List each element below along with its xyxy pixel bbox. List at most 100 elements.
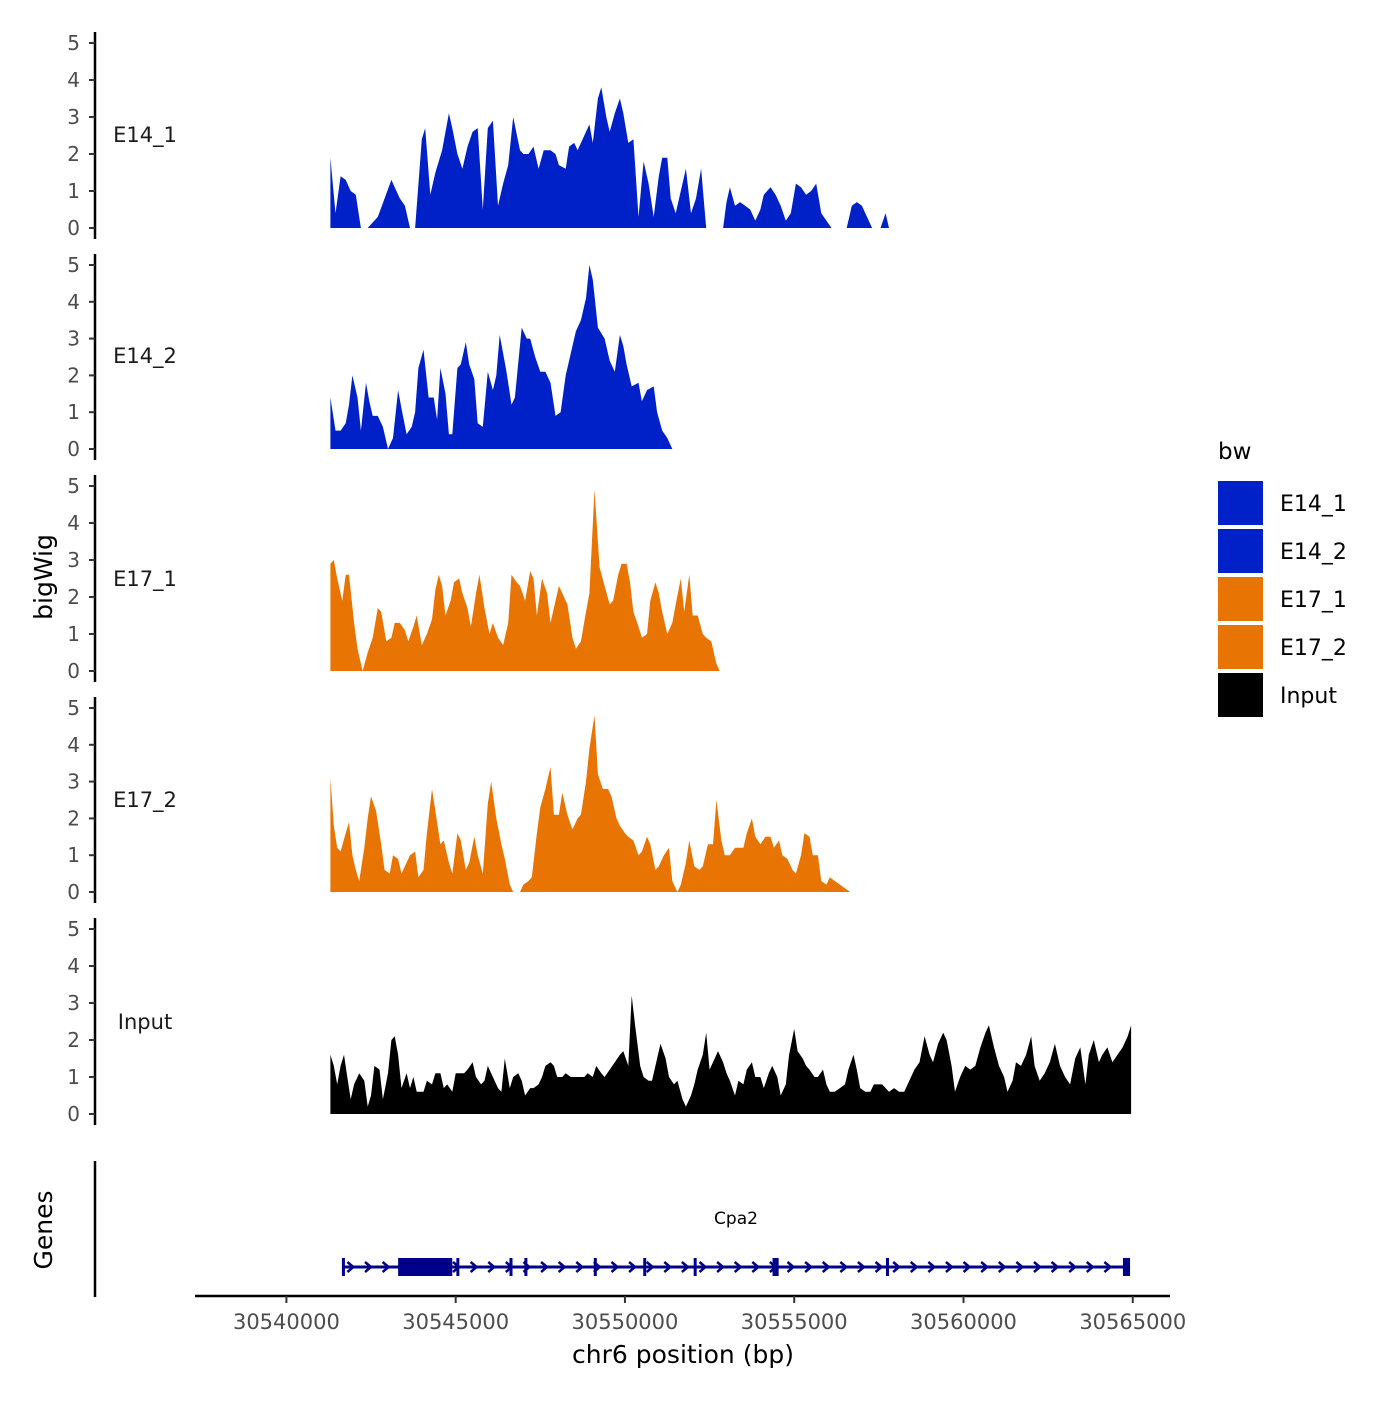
genes-track-title: Genes [29, 1190, 58, 1269]
y-tick-label: 4 [67, 733, 80, 757]
y-tick-label: 1 [67, 843, 80, 867]
track-E17_1: 0 1 2 3 4 5 E17_1 [67, 474, 1133, 683]
y-tick-label: 2 [67, 363, 80, 387]
strand-chevron [681, 1261, 690, 1273]
legend-swatch [1218, 481, 1263, 525]
gene-track: Cpa2 [93, 1161, 1131, 1297]
strand-chevron [857, 1261, 866, 1273]
area-E17_1 [330, 489, 1133, 671]
y-tick-label: 5 [67, 474, 80, 498]
strand-chevron [663, 1261, 673, 1273]
y-tick-label: 3 [67, 105, 80, 129]
y-tick-label: 0 [67, 659, 80, 683]
legend-swatch [1218, 673, 1263, 717]
y-tick-label: 4 [67, 511, 80, 535]
strand-chevron [874, 1261, 884, 1273]
x-axis-title: chr6 position (bp) [572, 1340, 794, 1369]
y-tick-label: 0 [67, 437, 80, 461]
gene-name-label: Cpa2 [714, 1209, 758, 1229]
strand-chevron [909, 1261, 919, 1273]
x-tick-label: 30550000 [572, 1310, 679, 1334]
gene-exon [593, 1258, 597, 1276]
strand-chevron [1050, 1261, 1060, 1273]
track-E14_1: 0 1 2 3 4 5 E14_1 [67, 31, 1132, 240]
gene-exon [693, 1258, 697, 1276]
y-tick-label: 4 [67, 290, 80, 314]
strand-chevron [1015, 1261, 1025, 1273]
gene-exon [885, 1258, 889, 1276]
x-tick-label: 30540000 [233, 1310, 340, 1334]
legend-swatch [1218, 577, 1263, 621]
x-tick-label: 30560000 [910, 1310, 1017, 1334]
x-tick-label: 30565000 [1079, 1310, 1186, 1334]
strand-chevron [645, 1261, 655, 1273]
y-tick-label: 0 [67, 880, 80, 904]
y-tick-label: 3 [67, 548, 80, 572]
legend-title: bw [1218, 439, 1251, 465]
strand-chevron [962, 1261, 972, 1273]
strand-chevron [1085, 1261, 1095, 1273]
gene-exon [643, 1258, 647, 1276]
track-E17_2: 0 1 2 3 4 5 E17_2 [67, 696, 1132, 904]
area-E14_1 [330, 87, 1132, 229]
gene-exon [456, 1258, 460, 1276]
legend-label: E17_1 [1280, 588, 1347, 613]
strand-chevron [927, 1261, 937, 1273]
gene-exon [772, 1258, 779, 1276]
area-Input [330, 995, 1132, 1114]
y-tick-label: 1 [67, 622, 80, 646]
track-label: Input [118, 1010, 172, 1034]
legend-label: Input [1280, 684, 1337, 709]
strand-chevron [381, 1261, 391, 1273]
strand-chevron [1068, 1261, 1078, 1273]
y-tick-label: 0 [67, 216, 80, 240]
y-tick-label: 5 [67, 253, 80, 277]
strand-chevron [751, 1261, 761, 1273]
strand-chevron [980, 1261, 990, 1273]
y-tick-label: 2 [67, 585, 80, 609]
x-tick-label: 30555000 [741, 1310, 848, 1334]
track-label: E14_2 [113, 344, 177, 369]
legend-label: E17_2 [1280, 636, 1347, 661]
gene-exon [398, 1258, 453, 1276]
strand-chevron [610, 1261, 620, 1273]
gene-exon [1122, 1258, 1131, 1276]
legend-swatch [1218, 529, 1263, 573]
area-E14_2 [330, 265, 1132, 449]
y-tick-label: 2 [67, 806, 80, 830]
strand-chevron [346, 1261, 356, 1273]
y-tick-label: 2 [67, 142, 80, 166]
x-axis: 30540000 30545000 30550000 30555000 30560000… [195, 1294, 1186, 1334]
strand-chevron [557, 1261, 567, 1273]
strand-chevron [1103, 1261, 1113, 1273]
track-label: E14_1 [113, 123, 177, 148]
strand-chevron [716, 1261, 726, 1273]
y-tick-label: 5 [67, 31, 80, 55]
strand-chevron [575, 1261, 585, 1273]
y-tick-label: 1 [67, 400, 80, 424]
y-tick-label: 1 [67, 1065, 80, 1089]
y-tick-label: 4 [67, 954, 80, 978]
strand-chevron [839, 1261, 849, 1273]
track-Input: 0 1 2 3 4 5 Input [67, 917, 1132, 1126]
strand-chevron [786, 1261, 796, 1273]
track-label: E17_1 [113, 567, 177, 592]
strand-chevron [997, 1261, 1007, 1273]
tracks: 0 1 2 3 4 5 E14_1 0 1 2 3 4 5 E14_2 0 1 2 3 4 5 E17_1 0 1 2 3 4 5 E… [67, 31, 1133, 1126]
legend-swatch [1218, 625, 1263, 669]
strand-chevron [487, 1261, 497, 1273]
area-E17_2 [330, 715, 1132, 892]
y-tick-label: 3 [67, 327, 80, 351]
strand-chevron [945, 1261, 954, 1273]
y-tick-label: 4 [67, 68, 80, 92]
strand-chevron [821, 1261, 831, 1273]
x-tick-label: 30545000 [402, 1310, 509, 1334]
track-E14_2: 0 1 2 3 4 5 E14_2 [67, 253, 1132, 461]
track-label: E17_2 [113, 788, 177, 813]
strand-chevron [628, 1261, 638, 1273]
gene-exon [524, 1258, 528, 1276]
strand-chevron [540, 1261, 549, 1273]
y-axis-title: bigWig [29, 534, 58, 620]
